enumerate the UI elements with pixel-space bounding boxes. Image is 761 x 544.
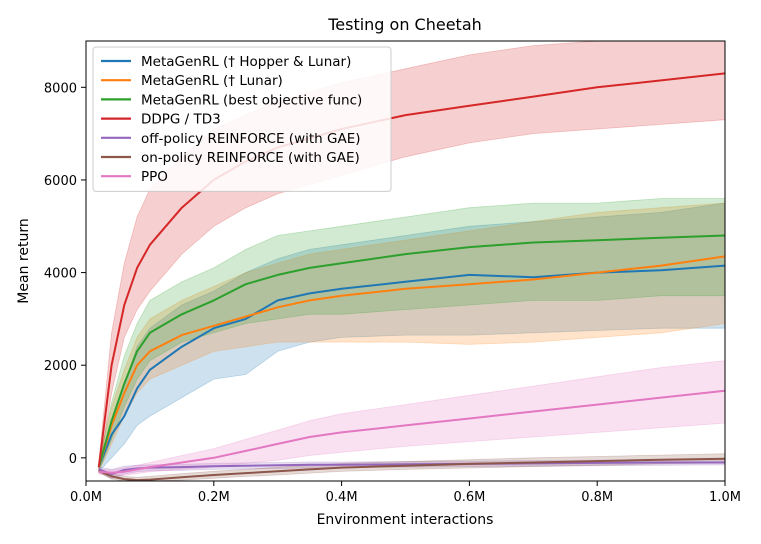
chart-title: Testing on Cheetah <box>327 15 482 34</box>
line-series-7 <box>98 389 726 474</box>
legend-label: DDPG / TD3 <box>141 112 221 128</box>
line-series-6 <box>98 457 726 482</box>
y-tick-label: 4000 <box>44 267 77 282</box>
x-tick-label: 0.4M <box>326 490 358 505</box>
y-tick-label: 8000 <box>44 81 77 96</box>
line-series-5 <box>98 461 725 476</box>
y-tick-label: 2000 <box>44 359 77 374</box>
legend-label: MetaGenRL († Hopper & Lunar) <box>141 54 351 70</box>
x-tick-label: 1.0M <box>709 490 741 505</box>
legend-box <box>92 46 392 192</box>
line-series-3 <box>97 234 726 468</box>
line-series-1 <box>97 264 726 468</box>
legend-label: off-policy REINFORCE (with GAE) <box>141 131 361 147</box>
legend-label: MetaGenRL († Lunar) <box>141 73 283 89</box>
y-axis: 0 2000 4000 6000 8000 <box>44 81 86 467</box>
line-series-2 <box>97 255 726 468</box>
x-tick-label: 0.2M <box>198 490 230 505</box>
x-axis-title: Environment interactions <box>317 512 494 528</box>
plot-area-frame <box>85 40 726 482</box>
y-tick-label: 6000 <box>44 174 77 189</box>
legend-label: PPO <box>141 169 168 185</box>
legend-label: MetaGenRL (best objective func) <box>141 92 362 108</box>
legend-label: on-policy REINFORCE (with GAE) <box>141 150 360 166</box>
y-tick-label: 0 <box>69 452 77 467</box>
x-axis: 0.0M 0.2M 0.4M 0.6M 0.8M 1.0M <box>70 481 741 505</box>
legend: MetaGenRL († Hopper & Lunar) MetaGenRL (†… <box>92 46 392 192</box>
y-axis-title: Mean return <box>16 218 32 303</box>
x-tick-label: 0.0M <box>70 490 102 505</box>
x-tick-label: 0.6M <box>453 490 485 505</box>
series-lines <box>97 72 726 482</box>
x-tick-label: 0.8M <box>581 490 613 505</box>
